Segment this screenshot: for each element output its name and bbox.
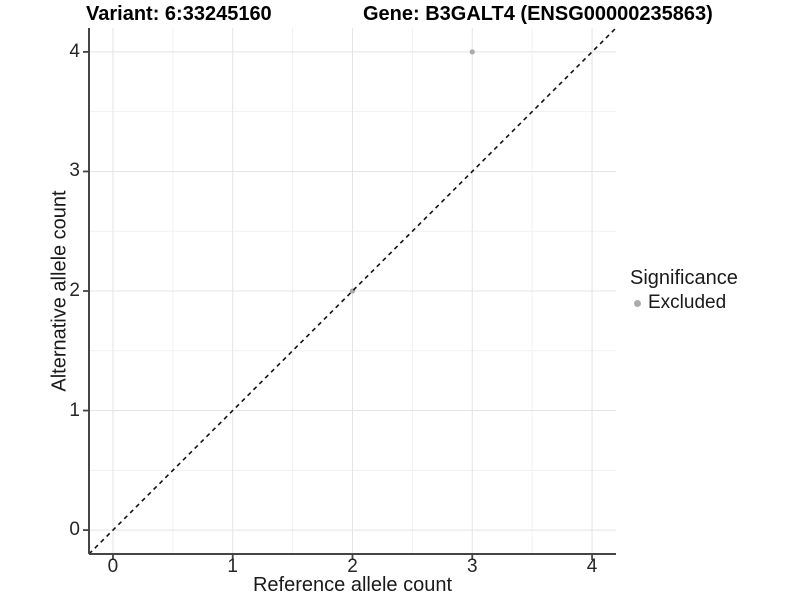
y-tick-label: 2 xyxy=(69,280,80,301)
x-tick-label: 3 xyxy=(466,556,478,577)
x-tick-label: 2 xyxy=(347,556,358,577)
variant-title: Variant: 6:33245160 xyxy=(86,3,272,25)
x-tick-label: 0 xyxy=(107,556,119,577)
x-axis-title: Reference allele count xyxy=(252,574,452,596)
x-tick-label: 1 xyxy=(227,556,238,577)
y-axis-title: Alternative allele count xyxy=(48,190,71,392)
y-tick-label: 0 xyxy=(69,519,80,541)
excluded-point-icon xyxy=(634,299,641,307)
y-tick-label: 4 xyxy=(69,40,80,62)
legend: Significance Excluded xyxy=(630,266,738,314)
legend-item-excluded: Excluded xyxy=(634,292,738,314)
x-tick-label: 4 xyxy=(586,556,598,577)
y-tick-label: 3 xyxy=(69,160,80,182)
gene-title: Gene: B3GALT4 (ENSG00000235863) xyxy=(363,3,713,25)
data-point xyxy=(469,49,475,55)
legend-item-label: Excluded xyxy=(648,292,727,313)
legend-title: Significance xyxy=(630,267,738,289)
y-tick-label: 1 xyxy=(69,399,80,421)
